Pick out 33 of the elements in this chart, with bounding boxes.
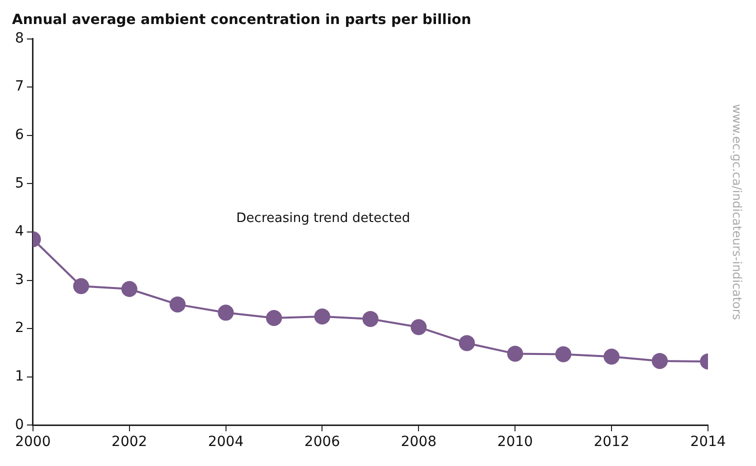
point bbox=[604, 348, 620, 365]
point bbox=[652, 352, 668, 369]
x-tick-label: 2010 bbox=[497, 434, 533, 450]
y-tick-label: 8 bbox=[14, 30, 24, 46]
point bbox=[458, 335, 475, 352]
point bbox=[362, 310, 378, 327]
x-tick-label: 2004 bbox=[208, 434, 244, 450]
point bbox=[218, 304, 234, 321]
point bbox=[170, 296, 186, 312]
point bbox=[410, 319, 427, 336]
chart-title: Annual average ambient concentration in parts per billion bbox=[12, 12, 472, 28]
x-tick-label: 2014 bbox=[690, 434, 726, 450]
y-tick-label: 2 bbox=[14, 320, 24, 336]
x-tick-label: 2000 bbox=[15, 434, 51, 450]
point bbox=[507, 346, 524, 362]
x-tick-label: 2002 bbox=[112, 434, 148, 450]
y-tick-label: 0 bbox=[14, 416, 24, 433]
y-tick-label: 7 bbox=[14, 78, 24, 95]
y-tick-label: 3 bbox=[14, 272, 24, 288]
y-tick-label: 5 bbox=[14, 175, 24, 192]
point bbox=[555, 346, 572, 362]
y-tick-label: 4 bbox=[14, 224, 24, 240]
point bbox=[121, 280, 138, 297]
y-tick-label: 6 bbox=[14, 127, 24, 144]
annotation: Decreasing trend detected bbox=[236, 210, 410, 226]
x-tick-label: 2012 bbox=[594, 434, 630, 450]
x-tick-label: 2008 bbox=[400, 434, 436, 450]
y-tick-label: 1 bbox=[14, 368, 24, 385]
x-tick-label: 2006 bbox=[304, 434, 340, 450]
text: www.ec.gc.ca/indicateurs-indicators bbox=[730, 104, 744, 320]
point bbox=[266, 310, 282, 326]
point bbox=[314, 308, 330, 325]
point bbox=[73, 278, 90, 294]
